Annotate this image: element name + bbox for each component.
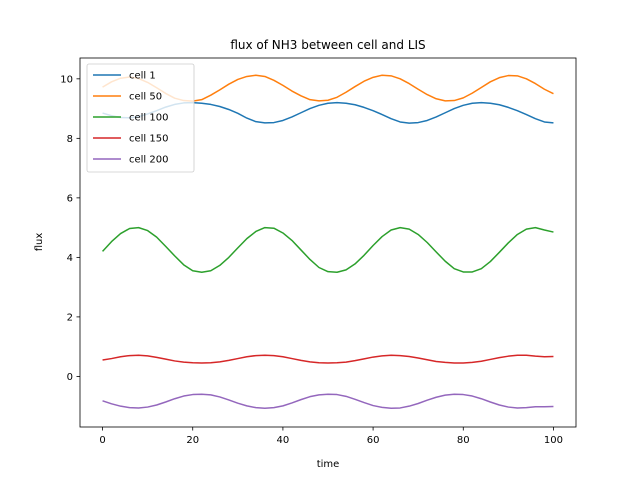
legend-label: cell 100	[129, 113, 168, 124]
y-axis-ticks: 0 2 4 6 8 10	[60, 74, 80, 383]
y-tick-label: 6	[67, 193, 73, 204]
legend-box	[86, 63, 195, 173]
chart-title: flux of NH3 between cell and LIS	[230, 38, 425, 52]
series-line-cell-100	[101, 226, 554, 274]
x-axis-ticks: 0 20 40 60 80 100	[99, 427, 563, 446]
x-tick-label: 0	[99, 435, 105, 446]
x-tick-label: 40	[277, 435, 290, 446]
y-tick-label: 4	[67, 253, 73, 264]
x-axis-label: time	[317, 459, 340, 470]
legend: cell 1 cell 50 cell 100 cell 150 cell 200	[86, 63, 195, 173]
legend-label: cell 150	[129, 134, 168, 145]
legend-label: cell 50	[129, 92, 162, 103]
series-line-cell-150	[102, 354, 554, 364]
legend-label: cell 1	[129, 71, 156, 82]
y-tick-label: 10	[60, 74, 73, 85]
y-axis-label: flux	[34, 233, 45, 252]
y-tick-label: 8	[67, 134, 73, 145]
x-tick-label: 20	[186, 435, 199, 446]
plot-frame	[79, 57, 577, 428]
legend-label: cell 200	[129, 155, 168, 166]
x-tick-label: 80	[457, 435, 470, 446]
x-tick-label: 60	[367, 435, 380, 446]
x-tick-label: 100	[544, 435, 563, 446]
series-line-cell-200	[102, 393, 554, 409]
y-tick-label: 0	[67, 372, 73, 383]
y-tick-label: 2	[67, 312, 73, 323]
